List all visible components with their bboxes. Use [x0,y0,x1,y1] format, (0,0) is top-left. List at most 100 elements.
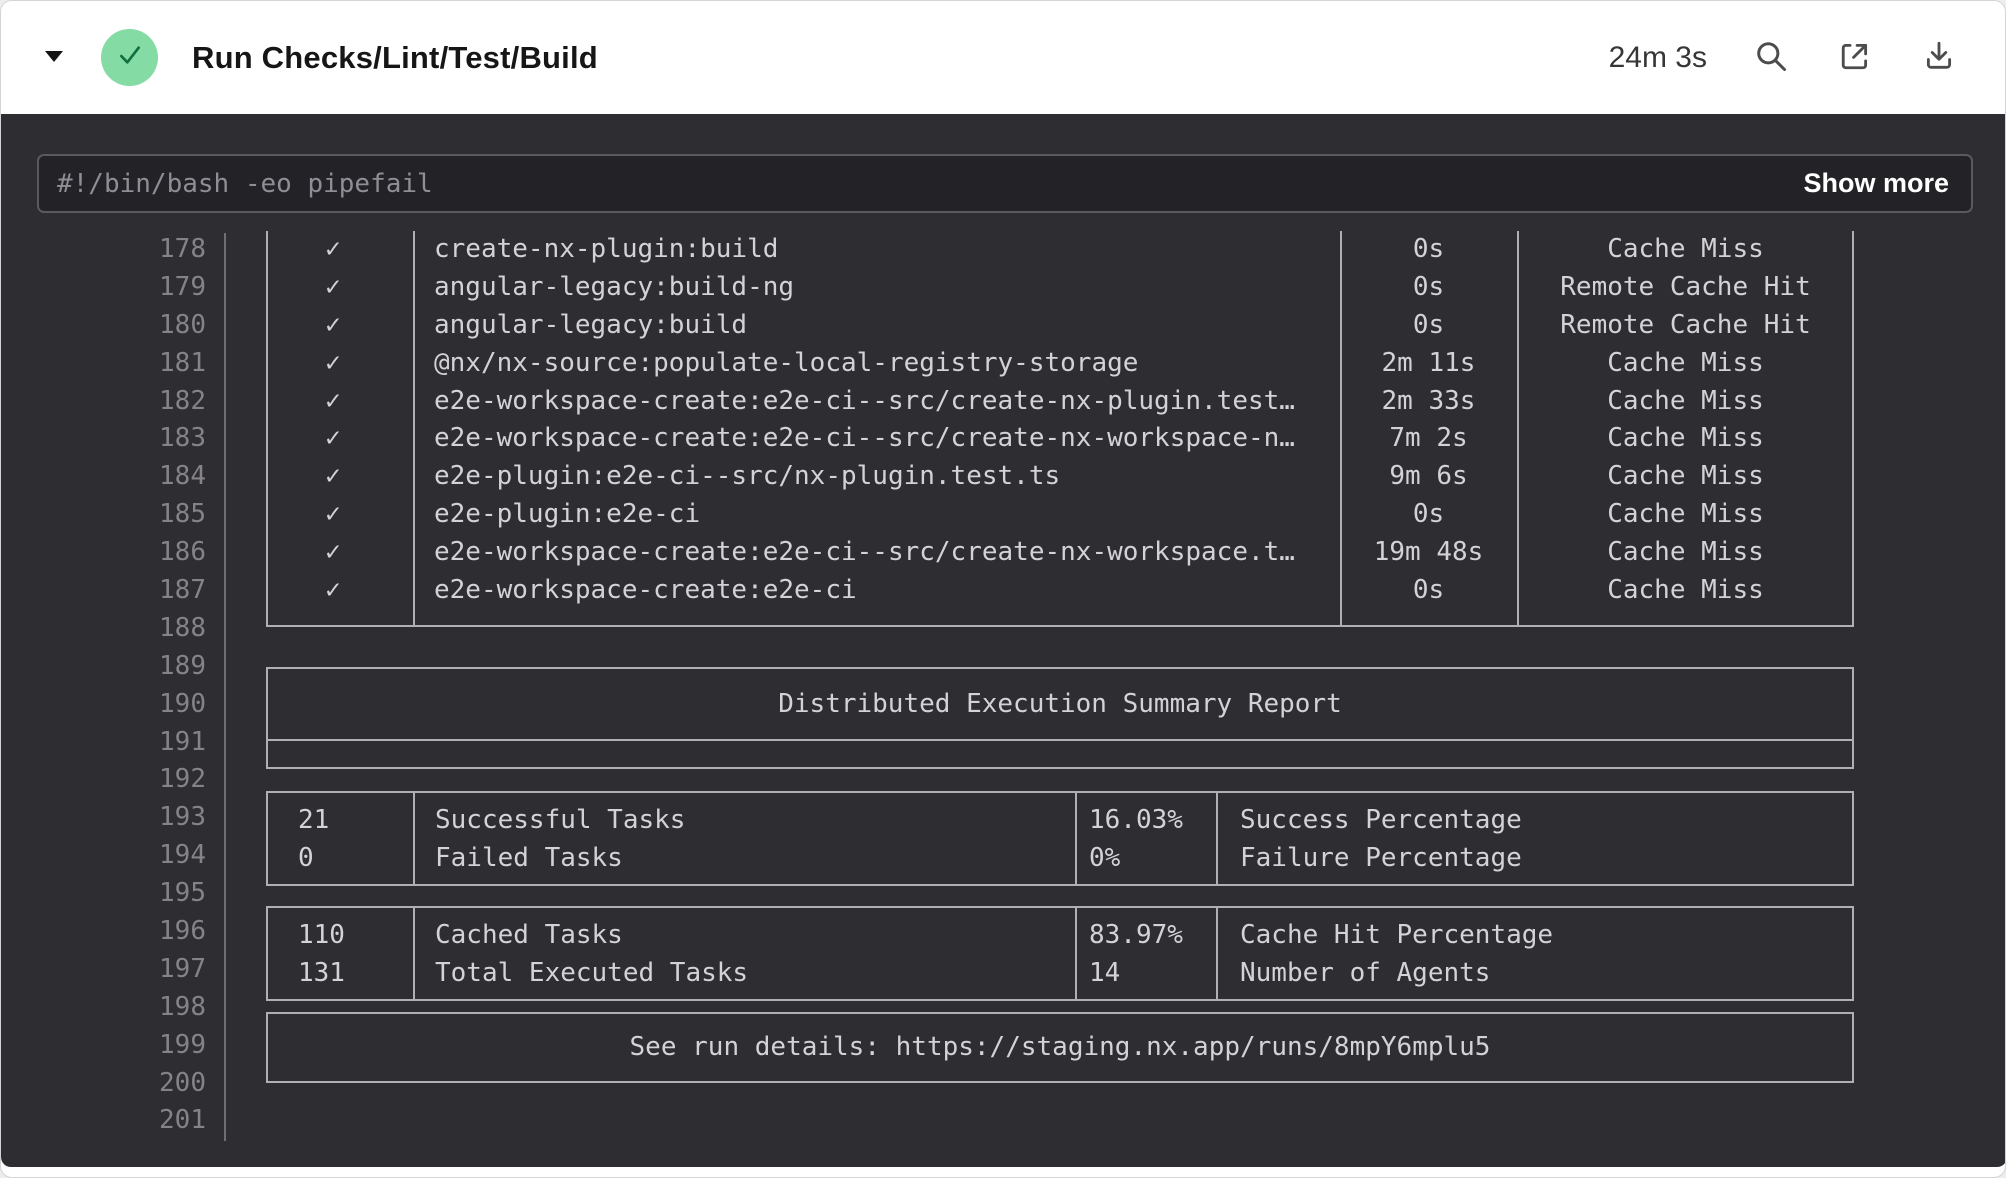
stat-pct-label: Failure Percentage [1240,843,1522,873]
stat-pct: 16.03% [1089,805,1183,835]
stat-row: 131 Total Executed Tasks 14 Number of Ag… [268,954,1852,992]
summary-report-title: Distributed Execution Summary Report [778,689,1342,719]
line-number: 200 [159,1067,206,1098]
summary-report-spacer [266,741,1854,769]
column-divider [413,793,415,884]
line-number: 189 [159,650,206,681]
open-in-new-window-button[interactable] [1835,38,1875,78]
line-number: 190 [159,688,206,719]
download-icon [1922,39,1956,76]
run-details-text: See run details: https://staging.nx.app/… [629,1032,1491,1062]
task-check-icon: ✓ [325,423,341,454]
line-number: 194 [159,840,206,871]
task-check-icon: ✓ [325,309,341,340]
column-divider [1075,793,1077,884]
task-check-icon: ✓ [325,271,341,302]
stat-pct: 0% [1089,843,1121,873]
task-name: e2e-plugin:e2e-ci [434,499,701,530]
stat-pct: 14 [1089,958,1121,988]
task-row: ✓ e2e-workspace-create:e2e-ci--src/creat… [268,534,1852,572]
task-cache-status: Cache Miss [1607,423,1764,454]
line-number: 197 [159,953,206,984]
stat-pct: 83.97% [1089,920,1183,950]
search-logs-button[interactable] [1751,38,1791,78]
column-divider [1340,231,1342,625]
column-divider [1216,793,1218,884]
stat-row: 0 Failed Tasks 0% Failure Percentage [268,839,1852,877]
task-cache-status: Cache Miss [1607,347,1764,378]
column-divider [413,908,415,999]
line-number: 181 [159,347,206,378]
log-terminal: #!/bin/bash -eo pipefail Show more 178 1… [1,114,2005,1167]
task-cache-status: Cache Miss [1607,575,1764,606]
stat-value: 0 [298,843,314,873]
task-name: e2e-workspace-create:e2e-ci--src/create-… [434,537,1295,568]
log-output: 178 179 180 181 182 183 184 185 186 187 … [1,231,2005,1161]
column-divider [1517,231,1519,625]
stat-value: 131 [298,958,345,988]
task-check-icon: ✓ [325,234,341,264]
task-duration: 0s [1412,309,1445,340]
line-number: 195 [159,878,206,909]
task-results-table: ✓ create-nx-plugin:build 0s Cache Miss ✓… [266,231,1854,627]
task-row: ✓ e2e-plugin:e2e-ci--src/nx-plugin.test.… [268,458,1852,496]
stat-value: 110 [298,920,345,950]
check-icon [114,39,146,76]
task-cache-status: Remote Cache Hit [1560,309,1811,340]
line-number: 178 [159,234,206,264]
task-duration: 19m 48s [1373,537,1484,568]
task-row: ✓ create-nx-plugin:build 0s Cache Miss [268,231,1852,269]
task-row: ✓ e2e-workspace-create:e2e-ci--src/creat… [268,420,1852,458]
line-number: 183 [159,423,206,454]
task-check-icon: ✓ [325,575,341,606]
column-divider [413,231,415,625]
line-number: 180 [159,309,206,340]
column-divider [1075,908,1077,999]
step-header: Run Checks/Lint/Test/Build 24m 3s [1,1,2005,114]
status-success-badge [101,29,158,86]
task-cache-status: Cache Miss [1607,385,1764,416]
summary-stats-cache: 110 Cached Tasks 83.97% Cache Hit Percen… [266,906,1854,1001]
line-number: 184 [159,461,206,492]
task-check-icon: ✓ [325,499,341,530]
line-number: 199 [159,1029,206,1060]
shell-command: #!/bin/bash -eo pipefail [57,168,433,199]
gutter-divider [224,233,226,1141]
stat-value: 21 [298,805,330,835]
line-number: 193 [159,802,206,833]
line-number: 196 [159,916,206,947]
task-duration: 0s [1412,499,1445,530]
task-row: ✓ @nx/nx-source:populate-local-registry-… [268,345,1852,383]
line-number: 185 [159,499,206,530]
stat-label: Successful Tasks [435,805,686,835]
task-name: angular-legacy:build [434,309,748,340]
search-icon [1753,38,1789,77]
task-cache-status: Cache Miss [1607,537,1764,568]
task-duration: 0s [1412,271,1445,302]
task-cache-status: Cache Miss [1607,499,1764,530]
collapse-step-button[interactable] [41,45,67,71]
task-row: ✓ angular-legacy:build 0s Remote Cache H… [268,307,1852,345]
stat-pct-label: Cache Hit Percentage [1240,920,1554,950]
line-number: 191 [159,726,206,757]
stat-pct-label: Number of Agents [1240,958,1491,988]
download-logs-button[interactable] [1919,38,1959,78]
task-check-icon: ✓ [325,347,341,378]
line-number: 192 [159,764,206,795]
line-number: 179 [159,271,206,302]
line-number: 187 [159,575,206,606]
task-row: ✓ e2e-workspace-create:e2e-ci--src/creat… [268,383,1852,421]
task-name: @nx/nx-source:populate-local-registry-st… [434,347,1139,378]
task-check-icon: ✓ [325,385,341,416]
line-number: 186 [159,537,206,568]
show-more-button[interactable]: Show more [1803,168,1949,198]
column-divider [1216,908,1218,999]
task-name: create-nx-plugin:build [434,234,779,264]
task-duration: 9m 6s [1389,461,1468,492]
step-title: Run Checks/Lint/Test/Build [192,39,598,75]
stat-pct-label: Success Percentage [1240,805,1522,835]
task-name: e2e-workspace-create:e2e-ci [434,575,857,606]
stat-row: 21 Successful Tasks 16.03% Success Perce… [268,801,1852,839]
task-name: e2e-workspace-create:e2e-ci--src/create-… [434,423,1295,454]
